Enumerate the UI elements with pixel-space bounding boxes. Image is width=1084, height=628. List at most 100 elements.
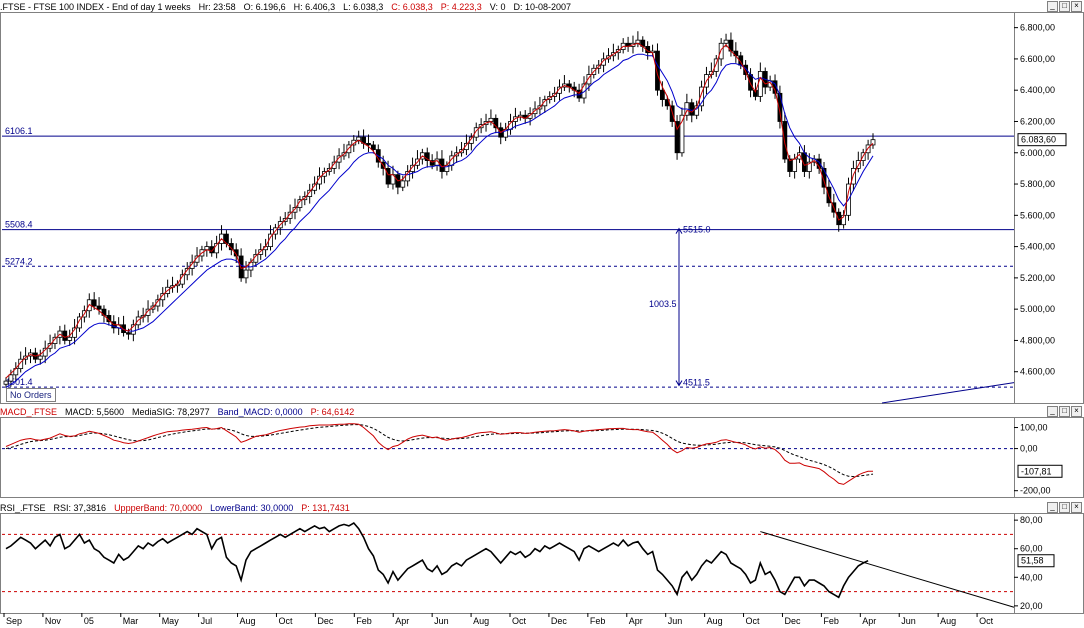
time-label: Jul [201,616,213,626]
candle-body [321,171,327,177]
candle-body [292,207,298,213]
candle-body [748,74,753,91]
candle-body [287,211,293,219]
rsi-upper: UppperBand: 70,0000 [114,503,203,513]
candle-body [821,167,827,188]
ma-fast-line [5,42,874,379]
time-label: Dec [551,616,568,626]
candle-body [52,336,58,344]
minimize-icon[interactable]: _ [1047,1,1058,12]
candle-body [307,189,313,197]
measure-to-label: 5515.0 [683,225,711,235]
price-close: C: 6.038,3 [391,2,433,12]
measure-diff-label: 1003.5 [649,299,677,309]
candle-body [189,261,195,269]
time-label: Feb [590,616,606,626]
minimize-icon[interactable]: _ [1047,502,1058,513]
maximize-icon[interactable]: □ [1059,406,1070,417]
candle-body [3,380,9,385]
close-icon[interactable]: × [1071,406,1082,417]
candle-body [493,117,499,129]
candle-body [8,374,14,382]
candle-body [713,58,719,72]
time-label: Nov [45,616,62,626]
level-label: 4501.4 [5,377,33,387]
close-icon[interactable]: × [1071,1,1082,12]
maximize-icon[interactable]: □ [1059,502,1070,513]
candle-body [655,50,660,91]
time-label: Feb [356,616,372,626]
candle-body [429,160,435,166]
price-pane-header: .FTSE - FTSE 100 INDEX - End of day 1 we… [0,1,579,13]
candle-body [312,183,317,191]
candle-body [96,305,102,310]
candle-body [233,249,239,257]
time-label: Jun [434,616,449,626]
time-label: Apr [395,616,409,626]
candle-body [439,158,445,172]
candle-body [424,152,430,161]
macd-pane-header: MACD_.FTSE MACD: 5,5600 MediaSIG: 78,297… [0,406,362,418]
candle-body [155,299,161,307]
price-ytick-label: 6.000,00 [1020,148,1055,158]
rsi-line [5,521,869,599]
macd-ytick-label: 0,00 [1020,444,1038,454]
candle-body [694,105,700,116]
candle-body [689,102,695,116]
pane-frame-0 [0,12,1084,404]
measure-arrow-bottom [675,380,683,387]
rsi-value: RSI: 37,3816 [53,503,107,513]
time-label: Aug [240,616,256,626]
candle-body [782,121,788,160]
macd-signal-line [5,424,874,478]
rsi-last-value-box [1017,554,1055,568]
macd-ytick-label: -200,00 [1020,486,1051,496]
price-ytick-label: 6.400,00 [1020,85,1055,95]
time-label: Apr [629,616,643,626]
candle-body [836,211,842,226]
candle-body [870,139,876,146]
price-last-value-box [1017,133,1067,147]
price-ytick-label: 5.200,00 [1020,273,1055,283]
time-label: Dec [784,616,801,626]
candle-body [385,167,391,185]
candle-body [209,246,215,254]
time-label: Aug [940,616,956,626]
macd-last-value-label: -107,81 [1021,466,1052,476]
rsi-trendline [760,531,1015,608]
minimize-icon[interactable]: _ [1047,406,1058,417]
rsi-ytick-label: 80,00 [1020,515,1043,525]
candle-body [62,330,68,341]
time-label: Oct [278,616,293,626]
price-ytick-label: 5.600,00 [1020,210,1055,220]
candle-body [723,39,729,44]
candle-body [542,99,548,107]
time-label: Aug [707,616,723,626]
candle-body [806,161,812,172]
candle-body [67,336,73,341]
candle-body [674,121,680,154]
no-orders-button[interactable]: No Orders [6,388,56,402]
candle-body [679,114,685,154]
candle-body [792,158,798,172]
price-ytick-label: 4.600,00 [1020,367,1055,377]
price-date: D: 10-08-2007 [513,2,572,12]
time-label: May [162,616,180,626]
maximize-icon[interactable]: □ [1059,1,1070,12]
price-ytick-label: 5.000,00 [1020,304,1055,314]
macd-name: MACD_.FTSE [0,407,58,417]
close-icon[interactable]: × [1071,502,1082,513]
rsi-name: RSI_.FTSE [0,503,46,513]
candle-body [777,92,783,122]
candle-body [743,64,749,75]
candle-body [410,164,415,172]
candle-body [336,155,342,163]
rsi-ytick-label: 20,00 [1020,601,1043,611]
candle-body [473,127,479,138]
time-label: Mar [123,616,139,626]
rsi-p: P: 131,7431 [301,503,350,513]
candle-body [145,308,151,316]
candle-body [699,86,704,107]
candle-body [464,142,469,151]
